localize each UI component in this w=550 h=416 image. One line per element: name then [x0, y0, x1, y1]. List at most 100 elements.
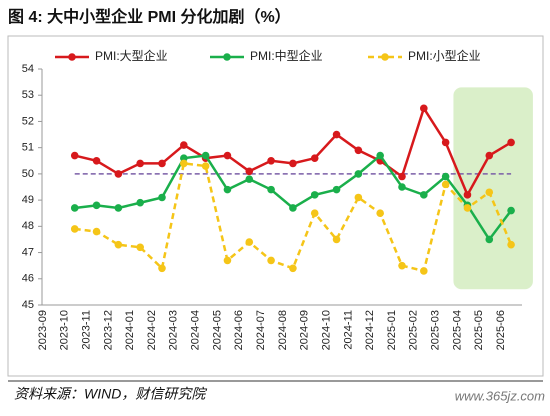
x-tick-label: 2024-07	[255, 310, 267, 350]
series-line	[74, 153, 513, 242]
frame	[7, 35, 544, 377]
point	[201, 162, 210, 170]
point	[114, 170, 123, 178]
point	[441, 138, 450, 147]
point	[507, 138, 515, 147]
legend-marker	[223, 53, 231, 61]
y-tick-label: 48	[22, 220, 34, 232]
y-tick-label: 47	[22, 246, 34, 258]
point	[158, 264, 166, 273]
x-tick-label: 2025-02	[408, 310, 420, 350]
point	[136, 159, 144, 168]
x-tick-label: 2024-02	[146, 310, 158, 350]
point	[267, 256, 275, 265]
y-tick-label: 50	[22, 168, 34, 180]
legend-marker	[381, 53, 389, 61]
point	[70, 204, 79, 212]
point	[398, 261, 406, 270]
point	[420, 191, 428, 199]
legend-marker	[68, 53, 76, 61]
x-tick-label: 2024-09	[299, 310, 311, 350]
point	[136, 243, 144, 252]
watermark: www.365jz.com	[455, 388, 545, 403]
x-tick-label: 2024-06	[233, 310, 245, 350]
point	[485, 235, 494, 244]
point	[485, 188, 494, 197]
x-tick-label: 2024-11	[342, 310, 354, 350]
point	[245, 238, 254, 246]
point	[507, 240, 515, 249]
point	[180, 159, 188, 168]
point	[92, 156, 101, 165]
point	[201, 151, 210, 160]
point	[245, 175, 254, 183]
x-tick-label: 2024-08	[277, 310, 289, 350]
point	[180, 141, 188, 149]
x-tick-label: 2024-01	[124, 310, 136, 350]
legend-label: PMI:大型企业	[95, 48, 168, 63]
x-tick-label: 2023-09	[37, 310, 49, 350]
point	[70, 151, 79, 160]
point	[310, 191, 319, 199]
point	[180, 154, 188, 162]
y-tick-label: 45	[22, 299, 34, 311]
point	[92, 227, 101, 236]
point	[441, 180, 450, 189]
point	[420, 104, 428, 113]
point	[267, 156, 275, 165]
point	[354, 146, 363, 155]
x-tick-label: 2024-04	[190, 310, 202, 350]
y-tick-label: 46	[22, 273, 34, 285]
x-tick-label: 2023-12	[102, 310, 114, 350]
point	[223, 151, 232, 160]
point	[114, 204, 123, 212]
x-tick-label: 2025-06	[495, 310, 507, 350]
point	[158, 159, 166, 168]
point	[267, 185, 275, 194]
point	[310, 209, 319, 218]
point	[485, 151, 494, 160]
x-tick-label: 2024-05	[211, 310, 223, 350]
point	[463, 204, 472, 212]
x-tick-label: 2024-03	[168, 310, 180, 350]
point	[245, 167, 254, 176]
point	[441, 172, 450, 181]
y-tick-label: 49	[22, 194, 34, 206]
point	[223, 185, 232, 194]
x-tick-label: 2024-10	[320, 310, 332, 350]
x-tick-label: 2025-05	[473, 310, 485, 350]
point	[289, 204, 297, 212]
point	[507, 206, 515, 215]
point	[310, 154, 319, 162]
x-tick-label: 2025-04	[451, 310, 463, 350]
point	[332, 130, 341, 139]
point	[420, 267, 428, 275]
point	[398, 183, 406, 191]
point	[376, 209, 384, 218]
x-tick-label: 2025-01	[386, 310, 398, 350]
legend-label: PMI:小型企业	[408, 48, 481, 63]
highlight	[453, 87, 533, 290]
point	[136, 198, 144, 207]
point	[398, 172, 406, 181]
point	[70, 225, 79, 233]
point	[289, 264, 297, 273]
x-tick-label: 2025-03	[430, 310, 442, 350]
point	[463, 191, 472, 199]
point	[332, 185, 341, 194]
y-tick-label: 53	[22, 89, 34, 101]
point	[376, 151, 384, 160]
y-tick-label: 51	[22, 142, 34, 154]
y-tick-label: 52	[22, 115, 34, 127]
source: 资料来源：WIND，财信研究院	[14, 386, 207, 402]
point	[354, 193, 363, 202]
point	[223, 256, 232, 265]
point	[158, 193, 166, 202]
chart-title: 图 4: 大中小型企业 PMI 分化加剧（%）	[8, 7, 291, 26]
point	[354, 170, 363, 178]
x-tick-label: 2023-11	[80, 310, 92, 350]
y-tick-label: 54	[22, 63, 34, 75]
point	[92, 201, 101, 210]
point	[114, 240, 123, 249]
